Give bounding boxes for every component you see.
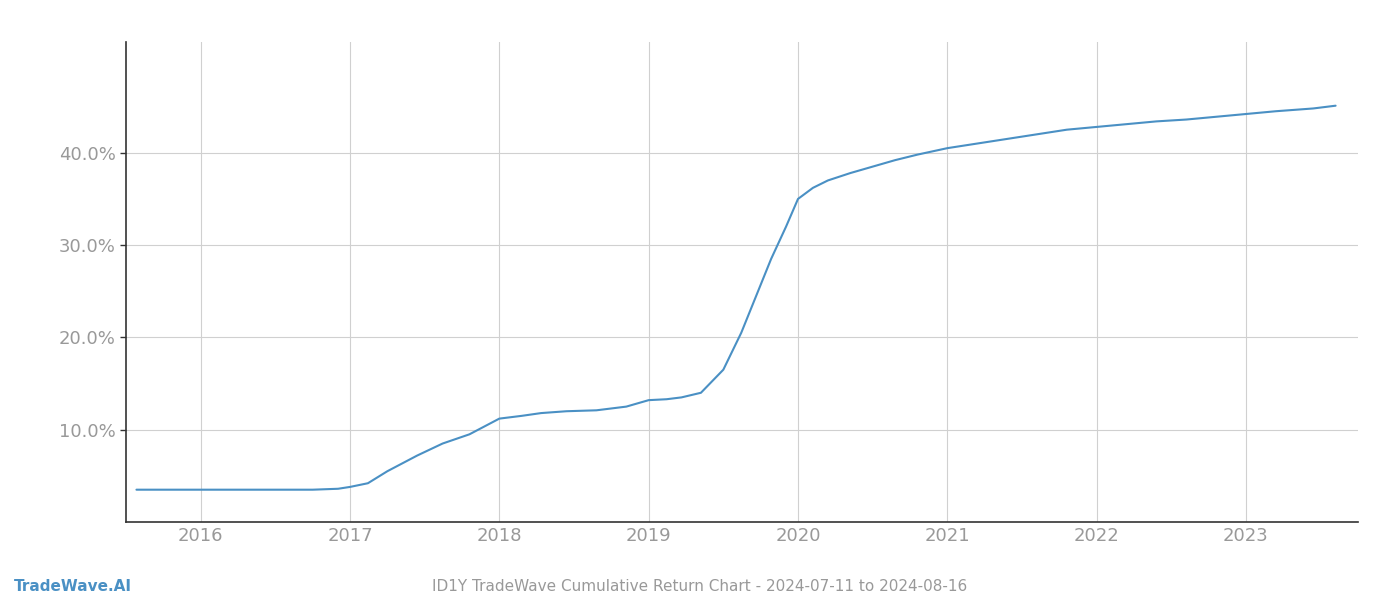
Text: TradeWave.AI: TradeWave.AI <box>14 579 132 594</box>
Text: ID1Y TradeWave Cumulative Return Chart - 2024-07-11 to 2024-08-16: ID1Y TradeWave Cumulative Return Chart -… <box>433 579 967 594</box>
